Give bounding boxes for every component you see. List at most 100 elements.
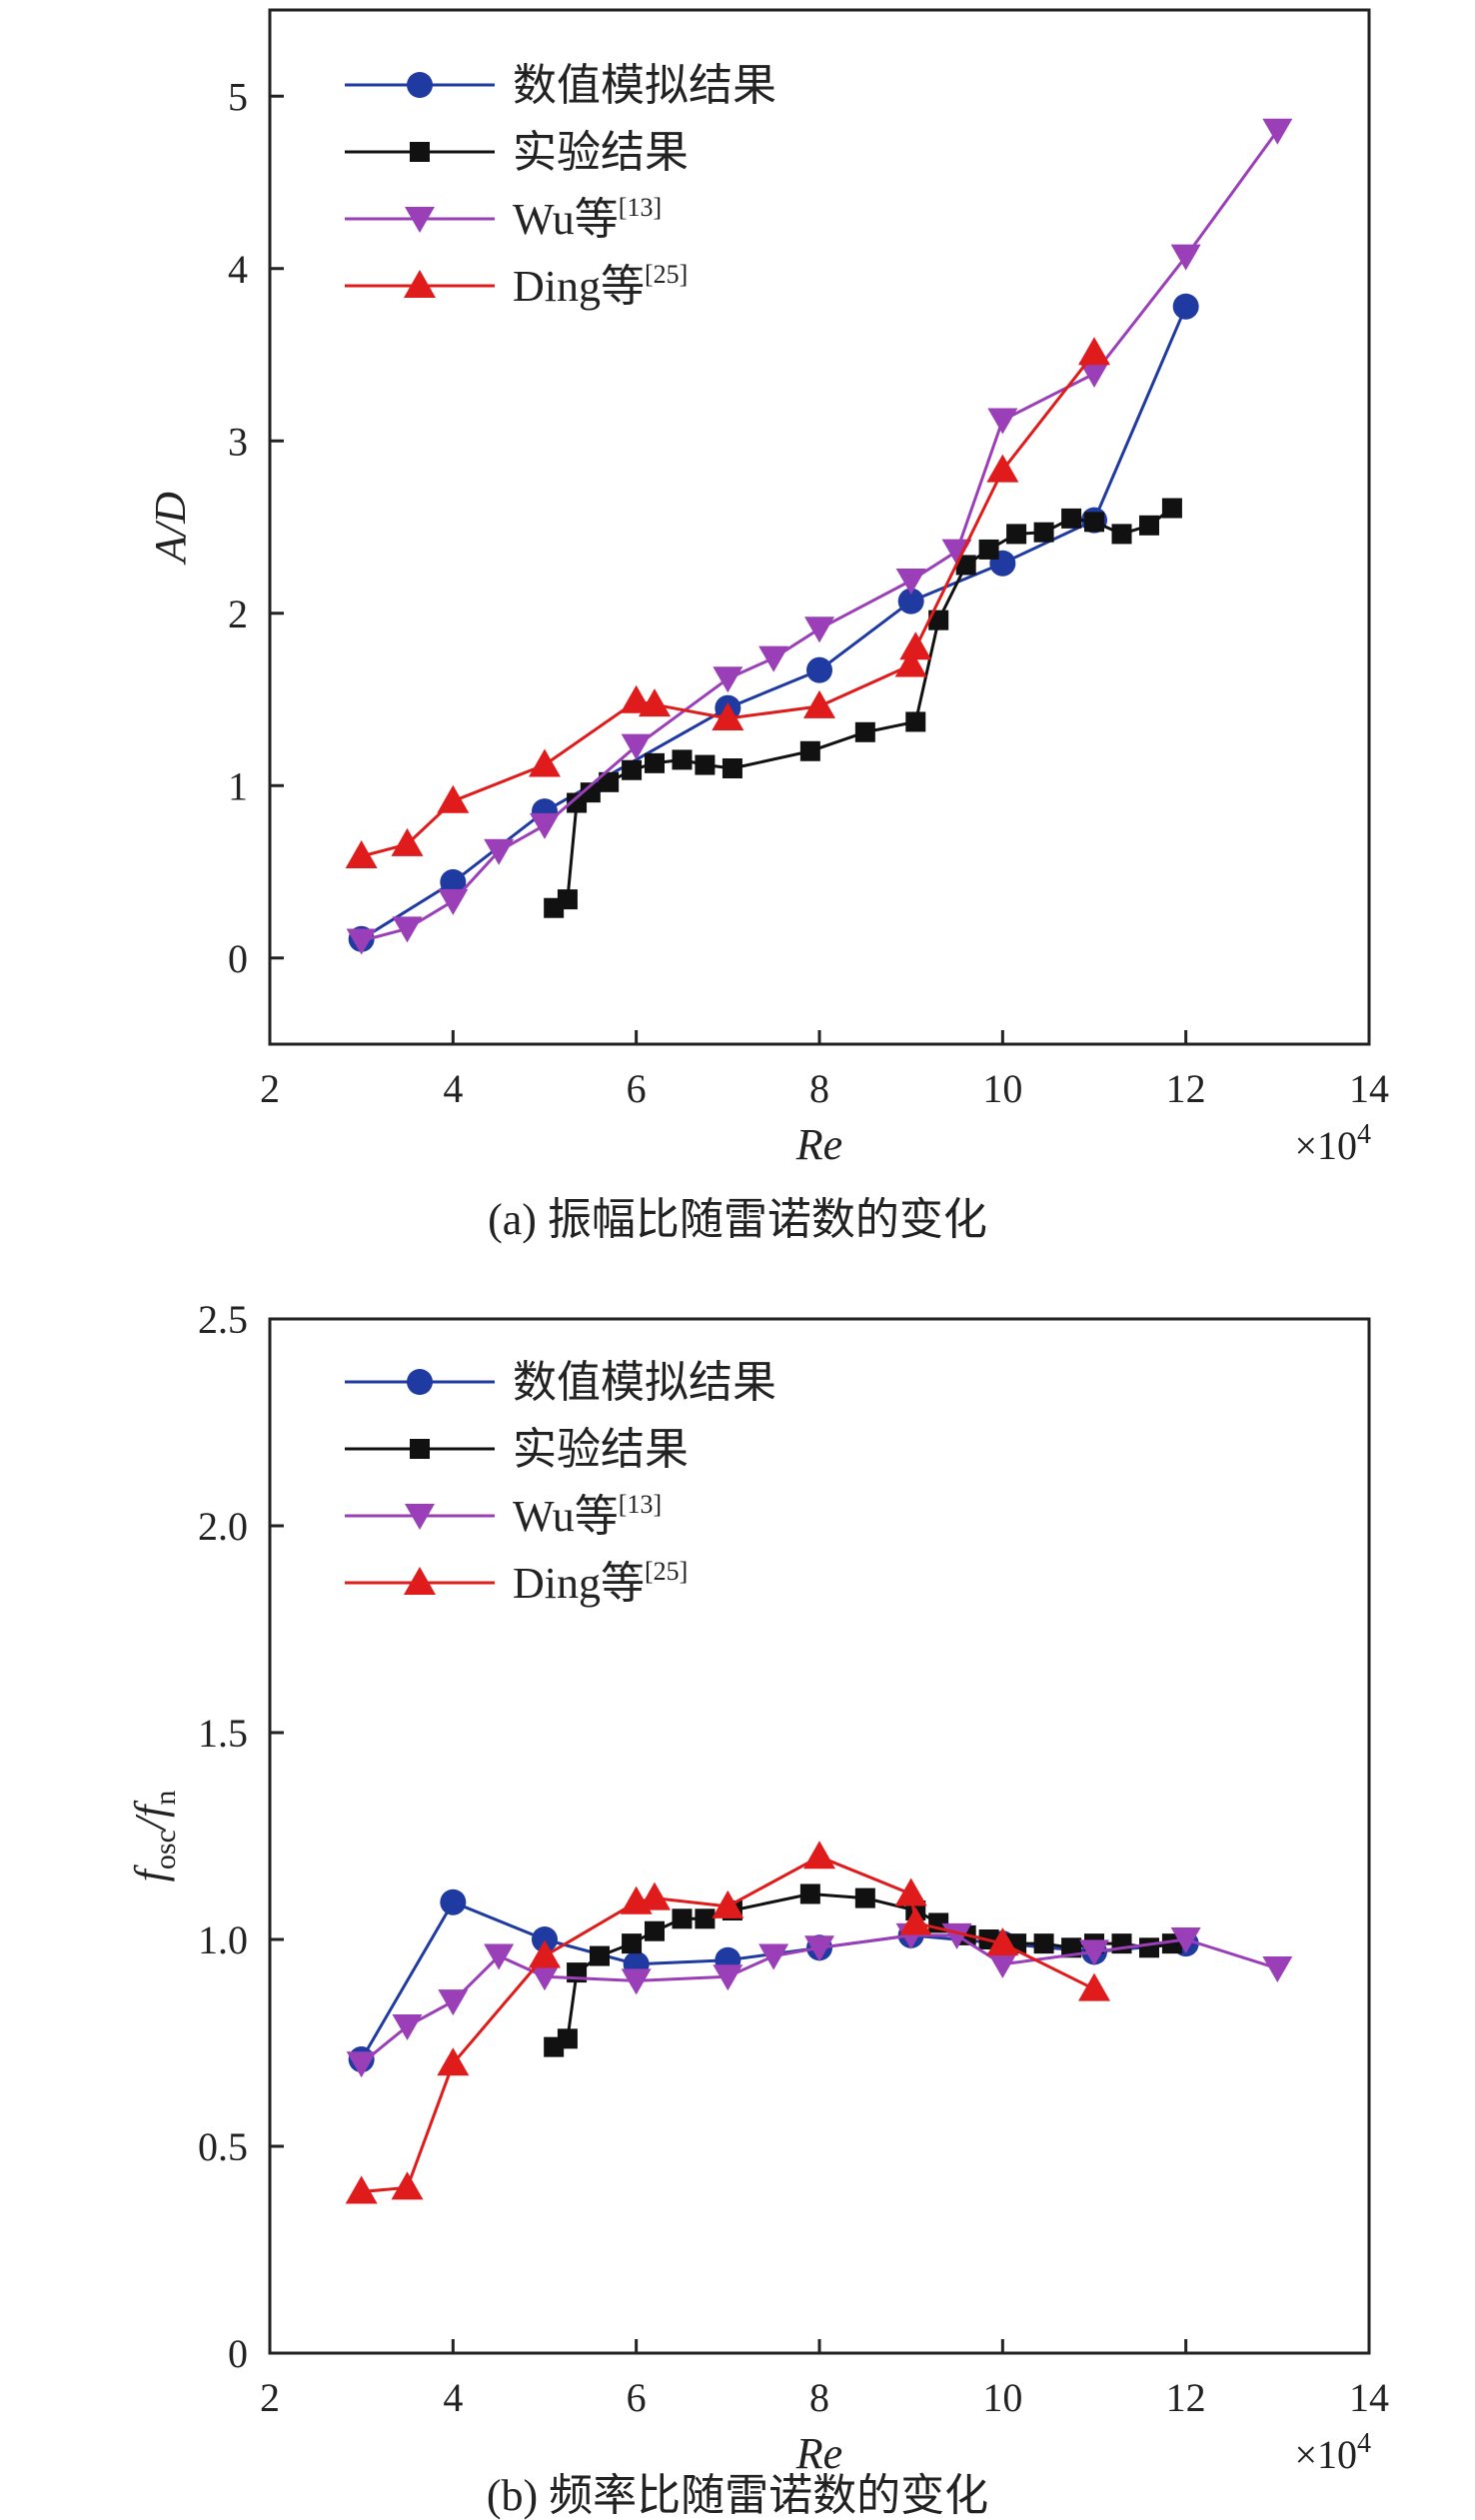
data-point-a-2 [713,666,743,693]
caption-a: (a) 振幅比随雷诺数的变化 [488,1195,987,1244]
data-point-a-1 [1006,524,1027,545]
x-tick-label-b: 6 [627,2375,647,2420]
data-point-a-2 [1262,118,1293,145]
series-line-b-3 [361,1855,1095,2193]
legend-label-b-2: Wu等[13] [513,1490,662,1541]
x-tick-label-a: 2 [260,1066,280,1111]
data-point-a-1 [854,721,875,742]
y-label-sub-n-b: n [149,1791,182,1806]
x-multiplier-b: ×104 [1294,2428,1371,2477]
data-point-b-2 [1170,1927,1201,1953]
x-tick-label-a: 14 [1349,1066,1389,1111]
legend-ref-a-3: [25] [645,260,688,289]
legend-label-b-0: 数值模拟结果 [513,1358,776,1407]
data-point-a-3 [639,688,671,717]
legend-name-b-1: 实验结果 [513,1425,689,1474]
legend-marker-a-2 [405,207,435,233]
data-point-a-2 [484,838,515,865]
data-point-b-3 [437,2047,470,2076]
data-point-b-3 [712,1890,744,1918]
data-point-b-3 [1078,1972,1110,2001]
axes-b: 2 4 6 8 10 12 14 0 0.5 1.0 1.5 2.0 2.5 [198,1297,1389,2420]
x-tick-label-b: 8 [809,2375,829,2420]
data-point-a-3 [391,827,424,856]
y-tick-label-a: 0 [228,936,248,981]
y-tick-label-b: 0 [228,2331,248,2376]
y-tick-label-b: 2.0 [198,1504,248,1549]
y-axis-label-a: A/D [146,492,195,566]
data-point-b-3 [391,2171,424,2200]
data-point-b-1 [1033,1933,1054,1954]
y-tick-label-a: 1 [228,763,248,808]
data-point-a-1 [978,539,999,560]
y-tick-label-b: 0.5 [198,2124,248,2169]
series-a-3 [345,337,1110,868]
legend-name-a-0: 数值模拟结果 [513,61,776,110]
x-multiplier-base-b: ×10 [1294,2432,1357,2477]
data-point-a-1 [695,754,716,775]
data-point-a-2 [804,617,834,643]
y-tick-label-a: 3 [228,419,248,464]
y-tick-label-b: 1.5 [198,1711,248,1756]
data-point-b-1 [695,1908,716,1929]
series-group-a [345,118,1293,955]
data-point-b-3 [639,1882,671,1910]
data-point-a-1 [1033,522,1054,543]
x-tick-label-a: 12 [1166,1066,1206,1111]
data-point-a-2 [621,733,652,760]
data-point-a-1 [955,555,976,576]
x-tick-label-a: 10 [982,1066,1022,1111]
legend-marker-b-0 [407,1369,433,1395]
data-point-b-1 [799,1884,820,1904]
data-point-a-0 [440,868,467,895]
data-point-a-3 [899,631,932,660]
data-point-a-1 [672,749,693,770]
series-line-b-0 [360,1900,1186,2060]
data-point-a-3 [345,839,378,868]
data-point-a-1 [557,889,578,910]
data-point-a-3 [620,684,653,713]
series-a-2 [346,118,1293,955]
data-point-b-2 [530,1964,560,1991]
data-point-a-2 [1079,361,1109,388]
data-point-b-3 [529,1939,561,1968]
x-tick-label-b: 14 [1349,2375,1389,2420]
x-axis-label-a: Re [795,1120,842,1169]
data-point-b-1 [622,1933,643,1954]
data-point-b-0 [440,1889,467,1915]
legend-ref-b-2: [13] [619,1490,662,1519]
data-point-b-1 [1161,1933,1182,1954]
data-point-a-3 [986,454,1019,483]
y-tick-label-a: 4 [228,247,248,292]
data-point-a-1 [928,610,949,630]
data-point-a-1 [622,759,643,780]
data-point-b-2 [987,1951,1018,1978]
data-point-b-1 [590,1945,610,1966]
data-point-a-3 [1078,337,1110,366]
legend-marker-b-3 [404,1567,436,1595]
data-point-a-2 [758,645,789,672]
data-point-a-1 [1061,508,1082,529]
legend-name-a-1: 实验结果 [513,128,689,177]
data-point-a-3 [437,784,470,813]
series-a-0 [348,293,1199,952]
x-tick-label-b: 4 [443,2375,463,2420]
y-axis-label-b: fosc/fn [126,1791,182,1883]
data-point-a-2 [1170,244,1201,271]
series-line-a-2 [361,129,1279,942]
x-tick-label-a: 6 [627,1066,647,1111]
legend-marker-a-3 [404,270,436,298]
data-point-a-1 [1111,524,1132,545]
data-point-b-3 [345,2175,378,2204]
data-point-b-0 [532,1926,558,1952]
data-point-b-1 [1139,1937,1159,1958]
legend-name-b-2: Wu等 [513,1492,619,1541]
data-point-a-3 [529,748,561,777]
legend-label-a-1: 实验结果 [513,128,689,177]
data-point-a-0 [806,656,832,683]
y-tick-label-b: 1.0 [198,1917,248,1962]
data-point-b-2 [346,2051,377,2078]
legend-label-a-0: 数值模拟结果 [513,61,776,110]
